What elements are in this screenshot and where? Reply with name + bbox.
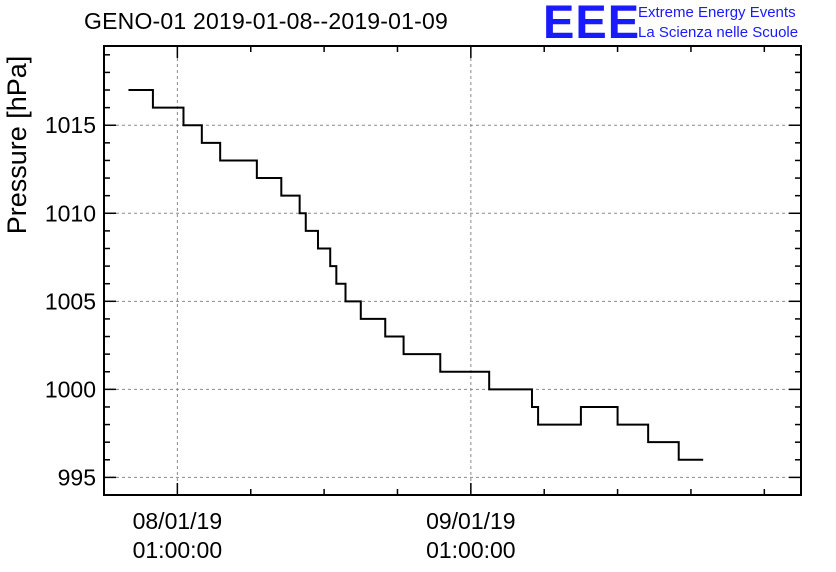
chart-title: GENO-01 2019-01-08--2019-01-09	[84, 8, 448, 34]
plot-frame	[103, 45, 802, 496]
eee-logo: EEE Extreme Energy Events La Scienza nel…	[543, 0, 833, 48]
x-tick-label-time: 01:00:00	[426, 537, 516, 563]
x-tick-label-date: 08/01/19	[133, 508, 223, 534]
eee-logo-mark: EEE	[543, 0, 641, 48]
y-tick-label: 995	[58, 464, 96, 490]
x-tick-label-date: 09/01/19	[426, 508, 516, 534]
y-tick-label: 1010	[45, 200, 96, 226]
pressure-series-line	[128, 89, 704, 461]
logo-line-1: Extreme Energy Events	[638, 4, 796, 21]
axis-layer: 995 1000 1005 1010 1015 08/01/19 01:00:00 09/01…	[45, 45, 802, 563]
y-axis-label: Pressure [hPa]	[2, 56, 32, 235]
y-tick-label: 1015	[45, 112, 96, 138]
grid-layer	[104, 46, 801, 495]
series-layer	[128, 89, 704, 461]
x-tick-label-time: 01:00:00	[133, 537, 223, 563]
logo-line-2: La Scienza nelle Scuole	[638, 24, 799, 41]
y-tick-label: 1005	[45, 288, 96, 314]
y-tick-label: 1000	[45, 376, 96, 402]
